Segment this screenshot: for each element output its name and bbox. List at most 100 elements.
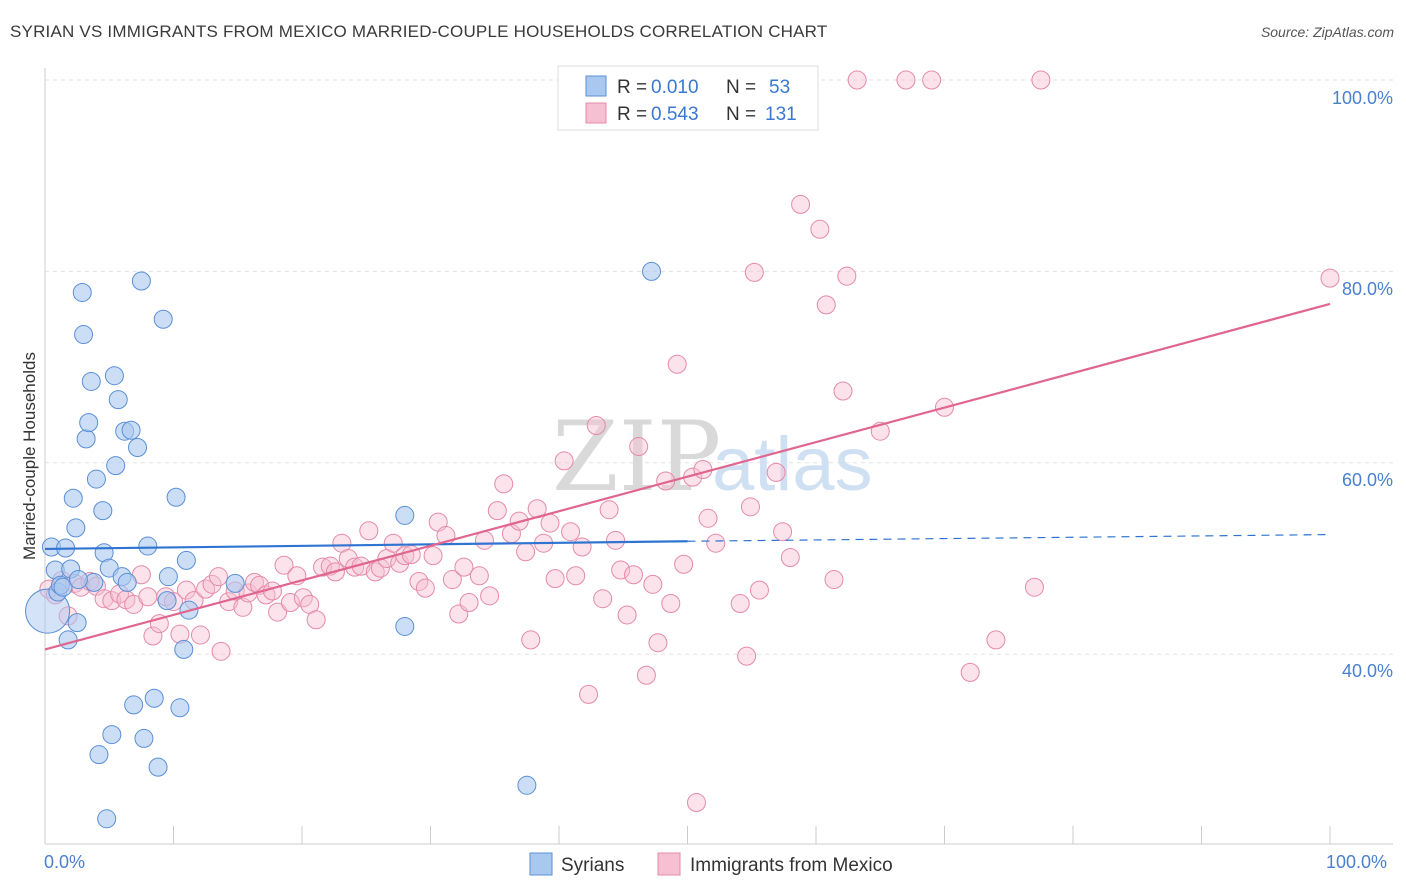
- mexico-point: [611, 560, 631, 580]
- bottom-legend-swatch-syrians: [529, 852, 553, 876]
- mexico-point: [313, 557, 333, 577]
- syrian-point: [97, 809, 117, 829]
- syrian-point: [72, 282, 92, 302]
- syrian-point: [144, 688, 164, 708]
- x-tick-label-min: 0.0%: [44, 852, 86, 872]
- legend-n-label-syrians: N =: [726, 77, 756, 98]
- mexico-point: [233, 597, 253, 617]
- mexico-point: [847, 70, 867, 90]
- mexico-point: [674, 554, 694, 574]
- syrian-point: [170, 698, 190, 718]
- mexico-point: [749, 580, 769, 600]
- mexico-point: [624, 565, 644, 585]
- mexico-point: [561, 522, 581, 542]
- syrian-point: [158, 567, 178, 587]
- syrian-point: [131, 271, 151, 291]
- syrians-trend-line: [44, 540, 688, 551]
- mexico-point: [606, 530, 626, 550]
- syrian-point: [108, 390, 128, 410]
- mexico-point: [176, 580, 196, 600]
- y-tick-label-100: 100.0%: [1332, 88, 1393, 108]
- syrian-point: [76, 429, 96, 449]
- syrian-point: [138, 536, 158, 556]
- mexico-point: [986, 630, 1006, 650]
- mexico-point: [190, 625, 210, 645]
- x-tick-label-max: 100.0%: [1326, 852, 1388, 872]
- mexico-point: [494, 474, 514, 494]
- gridlines: [45, 79, 1393, 655]
- mexico-point: [540, 513, 560, 533]
- mexico-point: [706, 533, 726, 553]
- mexico-point: [737, 646, 757, 666]
- syrian-point: [134, 728, 154, 748]
- mexico-point: [545, 569, 565, 589]
- syrian-point: [148, 757, 168, 777]
- bottom-legend-swatch-mexico: [657, 852, 681, 876]
- mexico-point: [617, 605, 637, 625]
- syrian-point: [89, 745, 109, 765]
- syrian-point: [93, 501, 113, 521]
- mexico-point: [244, 572, 264, 592]
- syrian-point: [153, 309, 173, 329]
- mexico-point: [480, 586, 500, 606]
- mexico-point: [730, 593, 750, 613]
- mexico-point: [648, 633, 668, 653]
- mexico-point: [766, 462, 786, 482]
- mexico-point: [1024, 577, 1044, 597]
- syrian-point: [53, 577, 73, 597]
- legend-swatch-syrians: [585, 75, 607, 97]
- syrian-point: [166, 487, 186, 507]
- bottom-legend: Syrians Immigrants from Mexico: [529, 852, 893, 876]
- legend-r-label-syrians: R =: [617, 77, 647, 98]
- mexico-point: [274, 555, 294, 575]
- syrian-point: [157, 591, 177, 611]
- mexico-point: [896, 70, 916, 90]
- mexico-point: [454, 557, 474, 577]
- mexico-point: [423, 546, 443, 566]
- mexico-trend-line: [44, 302, 1331, 651]
- legend-r-value-syrians: 0.010: [651, 77, 699, 98]
- syrian-point: [104, 366, 124, 386]
- mexico-point: [686, 793, 706, 813]
- mexico-point: [280, 593, 300, 613]
- mexico-point: [922, 70, 942, 90]
- trend-lines: [44, 302, 1331, 651]
- mexico-point: [698, 508, 718, 528]
- mexico-point: [94, 589, 114, 609]
- mexico-point: [487, 501, 507, 521]
- mexico-point: [744, 262, 764, 282]
- mexico-point: [202, 574, 222, 594]
- legend: R = 0.010 N = 53 R = 0.543 N = 131: [557, 65, 819, 131]
- mexico-point: [599, 500, 619, 520]
- mexico-point: [415, 578, 435, 598]
- mexico-point: [208, 567, 228, 587]
- mexico-point: [593, 589, 613, 609]
- syrian-point: [395, 505, 415, 525]
- syrian-point: [67, 613, 87, 633]
- syrian-point: [225, 573, 245, 593]
- mexico-point: [143, 626, 163, 646]
- syrian-point: [66, 518, 86, 538]
- syrian-point: [68, 570, 88, 590]
- mexico-point: [359, 521, 379, 541]
- mexico-point: [442, 570, 462, 590]
- legend-n-value-mexico: 131: [765, 104, 797, 125]
- syrian-point: [81, 371, 101, 391]
- y-tick-label-60: 60.0%: [1342, 470, 1393, 490]
- syrian-point: [128, 437, 148, 457]
- mexico-point: [780, 548, 800, 568]
- mexico-point: [816, 295, 836, 315]
- syrian-point: [121, 420, 141, 440]
- syrian-point: [84, 572, 104, 592]
- mexico-point: [383, 533, 403, 553]
- syrian-point: [106, 456, 126, 476]
- legend-n-label-mexico: N =: [726, 104, 756, 125]
- mexico-point: [516, 542, 536, 562]
- mexico-point: [960, 662, 980, 682]
- mexico-point: [810, 219, 830, 239]
- mexico-point: [643, 574, 663, 594]
- mexico-point: [667, 354, 687, 374]
- mexico-point: [138, 587, 158, 607]
- syrians-trend-extension: [687, 533, 1331, 542]
